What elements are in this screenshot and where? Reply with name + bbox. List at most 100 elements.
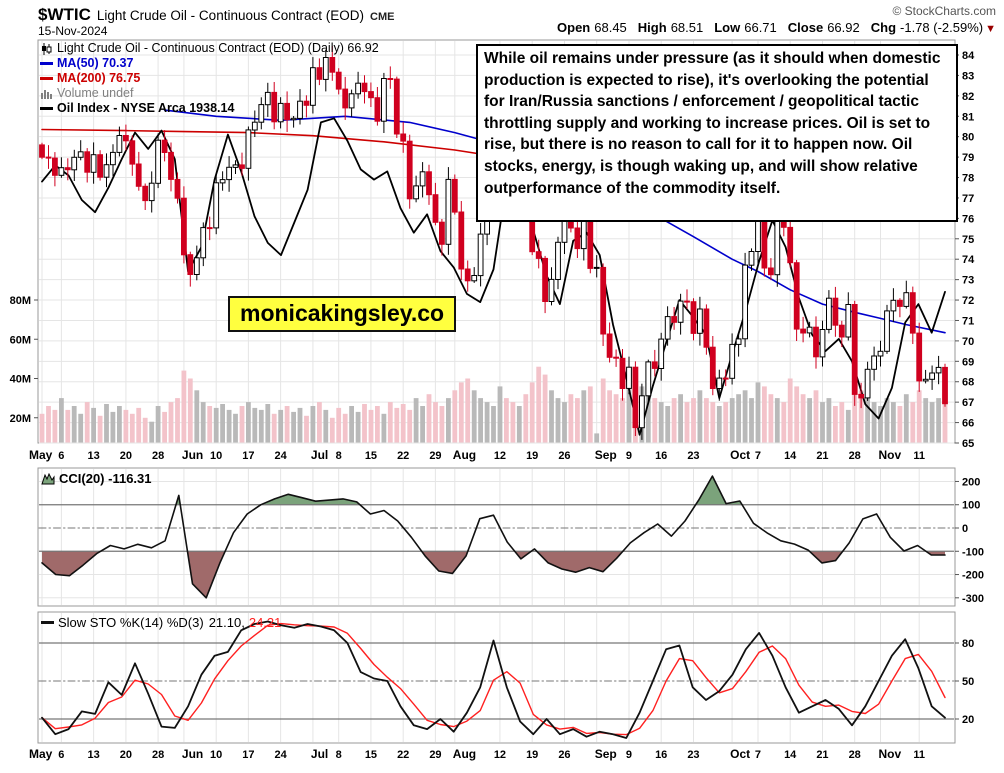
quote-high: High 68.51: [637, 20, 704, 35]
svg-text:14: 14: [784, 749, 797, 761]
svg-text:72: 72: [962, 295, 974, 307]
svg-text:May: May: [29, 747, 53, 761]
svg-text:66: 66: [962, 418, 974, 430]
svg-text:10: 10: [210, 450, 222, 462]
svg-text:11: 11: [913, 450, 925, 462]
svg-text:-200: -200: [962, 570, 984, 582]
svg-text:Sep: Sep: [595, 448, 617, 462]
svg-text:21: 21: [816, 450, 828, 462]
svg-text:73: 73: [962, 275, 974, 287]
svg-text:77: 77: [962, 193, 974, 205]
svg-text:20M: 20M: [10, 413, 31, 425]
svg-text:15: 15: [365, 749, 377, 761]
ma200-line-swatch: [40, 77, 53, 80]
svg-text:9: 9: [626, 450, 632, 462]
svg-text:83: 83: [962, 70, 974, 82]
svg-text:28: 28: [152, 749, 164, 761]
svg-text:22: 22: [397, 450, 409, 462]
svg-text:15: 15: [365, 450, 377, 462]
svg-text:Aug: Aug: [453, 448, 476, 462]
svg-text:7: 7: [755, 450, 761, 462]
ticker-symbol: $WTIC: [38, 5, 91, 24]
svg-text:Jun: Jun: [182, 747, 203, 761]
candles-layer: [39, 46, 948, 440]
svg-text:81: 81: [962, 111, 974, 123]
svg-text:100: 100: [962, 500, 980, 512]
legend-price-label: Light Crude Oil - Continuous Contract (E…: [57, 41, 379, 55]
svg-text:7: 7: [755, 749, 761, 761]
sto-panel: [38, 620, 955, 739]
svg-text:75: 75: [962, 234, 974, 246]
svg-text:9: 9: [626, 749, 632, 761]
sto-legend-label: Slow STO %K(14) %D(3): [58, 615, 204, 630]
svg-text:13: 13: [87, 450, 99, 462]
quote-close: Close 66.92: [787, 20, 860, 35]
svg-text:12: 12: [494, 450, 506, 462]
legend-price-row: Light Crude Oil - Continuous Contract (E…: [40, 41, 379, 56]
legend-volume-label: Volume undef: [57, 86, 134, 100]
copyright: © StockCharts.com: [892, 4, 996, 18]
sto-k-line-swatch: [41, 621, 54, 624]
svg-text:16: 16: [655, 749, 667, 761]
svg-text:17: 17: [242, 749, 254, 761]
svg-text:200: 200: [962, 476, 980, 488]
svg-text:50: 50: [962, 676, 974, 688]
cci-panel-legend: CCI(20) -116.31: [41, 471, 152, 486]
volume-bars: [39, 366, 948, 443]
svg-text:40M: 40M: [10, 374, 31, 386]
chart-date: 15-Nov-2024: [38, 24, 108, 38]
legend-ma200-row: MA(200) 76.75: [40, 71, 379, 86]
svg-text:26: 26: [558, 450, 570, 462]
svg-text:Jun: Jun: [182, 448, 203, 462]
legend-ma50-label: MA(50) 70.37: [57, 56, 134, 70]
area-mountain-icon: [41, 472, 55, 485]
svg-text:Nov: Nov: [879, 448, 902, 462]
svg-text:8: 8: [336, 749, 342, 761]
svg-text:65: 65: [962, 438, 974, 450]
page-title: Light Crude Oil - Continuous Contract (E…: [96, 8, 364, 23]
svg-text:Nov: Nov: [879, 747, 902, 761]
legend-oil-index-label: Oil Index - NYSE Arca 1938.14: [57, 101, 235, 115]
svg-text:28: 28: [849, 450, 861, 462]
watermark-badge: monicakingsley.co: [228, 296, 457, 332]
svg-text:Aug: Aug: [453, 747, 476, 761]
legend-oil-index-row: Oil Index - NYSE Arca 1938.14: [40, 101, 379, 116]
change-down-arrow-icon: ▼: [985, 23, 996, 35]
svg-text:80M: 80M: [10, 295, 31, 307]
svg-text:70: 70: [962, 336, 974, 348]
cci-panel: [38, 475, 955, 599]
svg-text:14: 14: [784, 450, 797, 462]
svg-text:26: 26: [558, 749, 570, 761]
ma50-line-swatch: [40, 62, 53, 65]
exchange-label: CME: [370, 11, 395, 23]
svg-text:79: 79: [962, 152, 974, 164]
svg-text:84: 84: [962, 50, 975, 62]
svg-text:6: 6: [58, 450, 64, 462]
svg-text:16: 16: [655, 450, 667, 462]
svg-text:20: 20: [120, 749, 132, 761]
svg-text:22: 22: [397, 749, 409, 761]
legend-volume-row: Volume undef: [40, 86, 379, 101]
svg-text:11: 11: [913, 749, 925, 761]
svg-text:10: 10: [210, 749, 222, 761]
svg-text:13: 13: [87, 749, 99, 761]
main-chart-legend: Light Crude Oil - Continuous Contract (E…: [40, 41, 379, 116]
svg-text:6: 6: [58, 749, 64, 761]
axis-labels: 8483828180797877767574737271706968676665…: [10, 50, 984, 761]
quote-open: Open 68.45: [557, 20, 627, 35]
svg-text:67: 67: [962, 397, 974, 409]
svg-text:-100: -100: [962, 546, 984, 558]
svg-text:-300: -300: [962, 593, 984, 605]
svg-text:Jul: Jul: [311, 448, 328, 462]
svg-text:71: 71: [962, 315, 974, 327]
sto-panel-legend: Slow STO %K(14) %D(3) 21.10, 24.21: [41, 615, 281, 630]
svg-text:60M: 60M: [10, 334, 31, 346]
svg-text:20: 20: [120, 450, 132, 462]
svg-text:23: 23: [687, 450, 699, 462]
svg-text:82: 82: [962, 91, 974, 103]
quote-bar: Open 68.45 High 68.51 Low 66.71 Close 66.92 …: [557, 20, 996, 35]
svg-text:19: 19: [526, 749, 538, 761]
svg-text:80: 80: [962, 638, 974, 650]
title-bar: $WTIC Light Crude Oil - Continuous Contra…: [38, 5, 394, 25]
